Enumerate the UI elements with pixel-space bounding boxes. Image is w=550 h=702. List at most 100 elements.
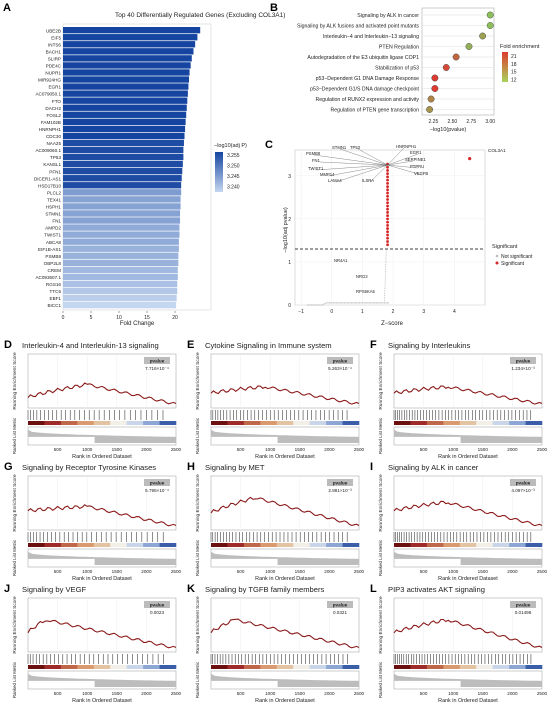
x-axis-label: Rank in Ordered Dataset: [72, 698, 132, 702]
pvalue-badge: [327, 357, 353, 364]
point-not-significant: [312, 304, 314, 306]
rank-metric-area: [28, 673, 176, 687]
bar: [63, 90, 188, 97]
y-axis-label: Ranked List Metric: [12, 539, 17, 576]
rank-color-bar: [77, 421, 95, 425]
point-label: VEGFB: [414, 171, 428, 176]
point-not-significant: [384, 274, 386, 276]
pvalue-badge: [144, 479, 170, 486]
point-label: STMN1: [332, 145, 347, 150]
gene-label: BACH1: [46, 49, 62, 54]
x-axis-label: Rank in Ordered Dataset: [255, 576, 315, 582]
leader-line: [335, 164, 388, 183]
point-label: LAMA4: [328, 178, 342, 183]
leader-line: [315, 164, 388, 171]
dot: [442, 64, 450, 71]
running-es-curve: [27, 382, 177, 405]
gsea-panel: K Signaling by TGFB family members pvalue 0…: [187, 583, 365, 702]
rank-color-bar: [110, 543, 127, 547]
point-not-significant: [385, 250, 387, 252]
y-axis-label: Ranked List Metric: [12, 661, 17, 698]
point-not-significant: [370, 302, 372, 304]
rank-color-bar: [476, 543, 493, 547]
rank-color-bar: [525, 665, 543, 669]
running-es-curve: [210, 496, 360, 526]
panel-title: Signaling by VEGF: [22, 585, 87, 594]
rank-color-bar: [44, 543, 62, 547]
point-not-significant: [385, 269, 387, 271]
y-axis-label: Running Enrichment Score: [378, 352, 384, 410]
x-tick-label: 500: [237, 691, 245, 696]
point-not-significant: [308, 304, 310, 306]
y-axis-label: −log10(adj pvalue): [283, 207, 289, 253]
point-not-significant: [384, 291, 386, 293]
gene-label: TP53: [50, 155, 61, 160]
panel-title: Cytokine Signaling in Immune system: [205, 341, 332, 350]
rank-color-bar: [426, 421, 444, 425]
gene-label: HSD17B10: [38, 183, 61, 188]
pvalue-label: pvalue: [150, 481, 165, 486]
gene-label: AMPD2: [45, 226, 61, 231]
point-not-significant: [338, 302, 340, 304]
point-not-significant: [378, 302, 380, 304]
rank-color-bar: [509, 421, 526, 425]
point-not-significant: [385, 267, 387, 269]
point-label: COL3A1: [488, 148, 506, 153]
point-not-significant: [383, 302, 386, 304]
bar: [63, 97, 188, 104]
point-not-significant: [385, 264, 387, 266]
x-axis-label: Rank in Ordered Dataset: [438, 698, 498, 702]
x-tick-label: 10: [116, 315, 122, 321]
point-label: EGR1: [410, 150, 422, 155]
panel-letter: L: [370, 583, 377, 595]
x-tick-label: 1500: [112, 569, 123, 574]
point-not-significant: [320, 304, 322, 306]
point-not-significant: [342, 302, 344, 304]
gene-label: EBF1: [50, 296, 62, 301]
pvalue-label: pvalue: [333, 603, 348, 608]
rank-color-bar: [326, 665, 343, 669]
panel-letter: G: [4, 461, 13, 473]
leader-line: [387, 164, 419, 169]
x-tick-label: 1: [361, 309, 364, 315]
enrichment-frame: [27, 597, 177, 653]
point-significant: [386, 214, 389, 218]
x-tick-label: 2500: [537, 447, 548, 452]
bar: [63, 301, 177, 309]
point-significant: [386, 207, 389, 211]
rank-color-bar: [28, 421, 45, 425]
legend-tick-label: 3.245: [227, 174, 240, 180]
bar: [63, 203, 181, 210]
gene-label: TWIST1: [44, 233, 61, 238]
x-tick-label: 2500: [354, 569, 365, 574]
gene-label: EIF1B-AS1: [38, 247, 61, 252]
y-tick-label: 3: [288, 174, 291, 180]
gene-label: NUPR1: [45, 71, 61, 76]
y-axis-label: Running Enrichment Score: [378, 596, 384, 654]
point-significant: [386, 175, 389, 179]
dot: [479, 32, 487, 40]
rank-color-bar: [342, 421, 360, 425]
gsea-panel: F Signaling by Interleukins pvalue 1.234×10…: [370, 339, 548, 460]
gene-label: OBP2L8: [44, 261, 62, 266]
bar: [63, 266, 178, 274]
pvalue-label: pvalue: [516, 603, 531, 608]
point-not-significant: [384, 284, 386, 286]
term-label: Autodegradation of the E3 ubiquitin liga…: [307, 55, 419, 61]
gene-label: KANSL1: [43, 162, 61, 167]
rank-color-bar: [459, 543, 477, 547]
leader-line: [357, 148, 388, 166]
rank-color-bar: [309, 421, 327, 425]
legend-tick-label: 21: [511, 54, 517, 60]
legend-colorbar: [502, 52, 508, 82]
pvalue-label: pvalue: [516, 359, 531, 364]
panel-letter: D: [4, 339, 12, 351]
gsea-panel: E Cytokine Signaling in Immune system pval…: [187, 339, 365, 460]
point-significant: [386, 230, 389, 234]
point-not-significant: [309, 304, 311, 306]
point-not-significant: [384, 289, 386, 291]
y-axis-label: Ranked List Metric: [195, 417, 200, 454]
leader-line: [387, 153, 419, 166]
x-tick-label: 1000: [265, 447, 276, 452]
point-not-significant: [319, 304, 321, 306]
